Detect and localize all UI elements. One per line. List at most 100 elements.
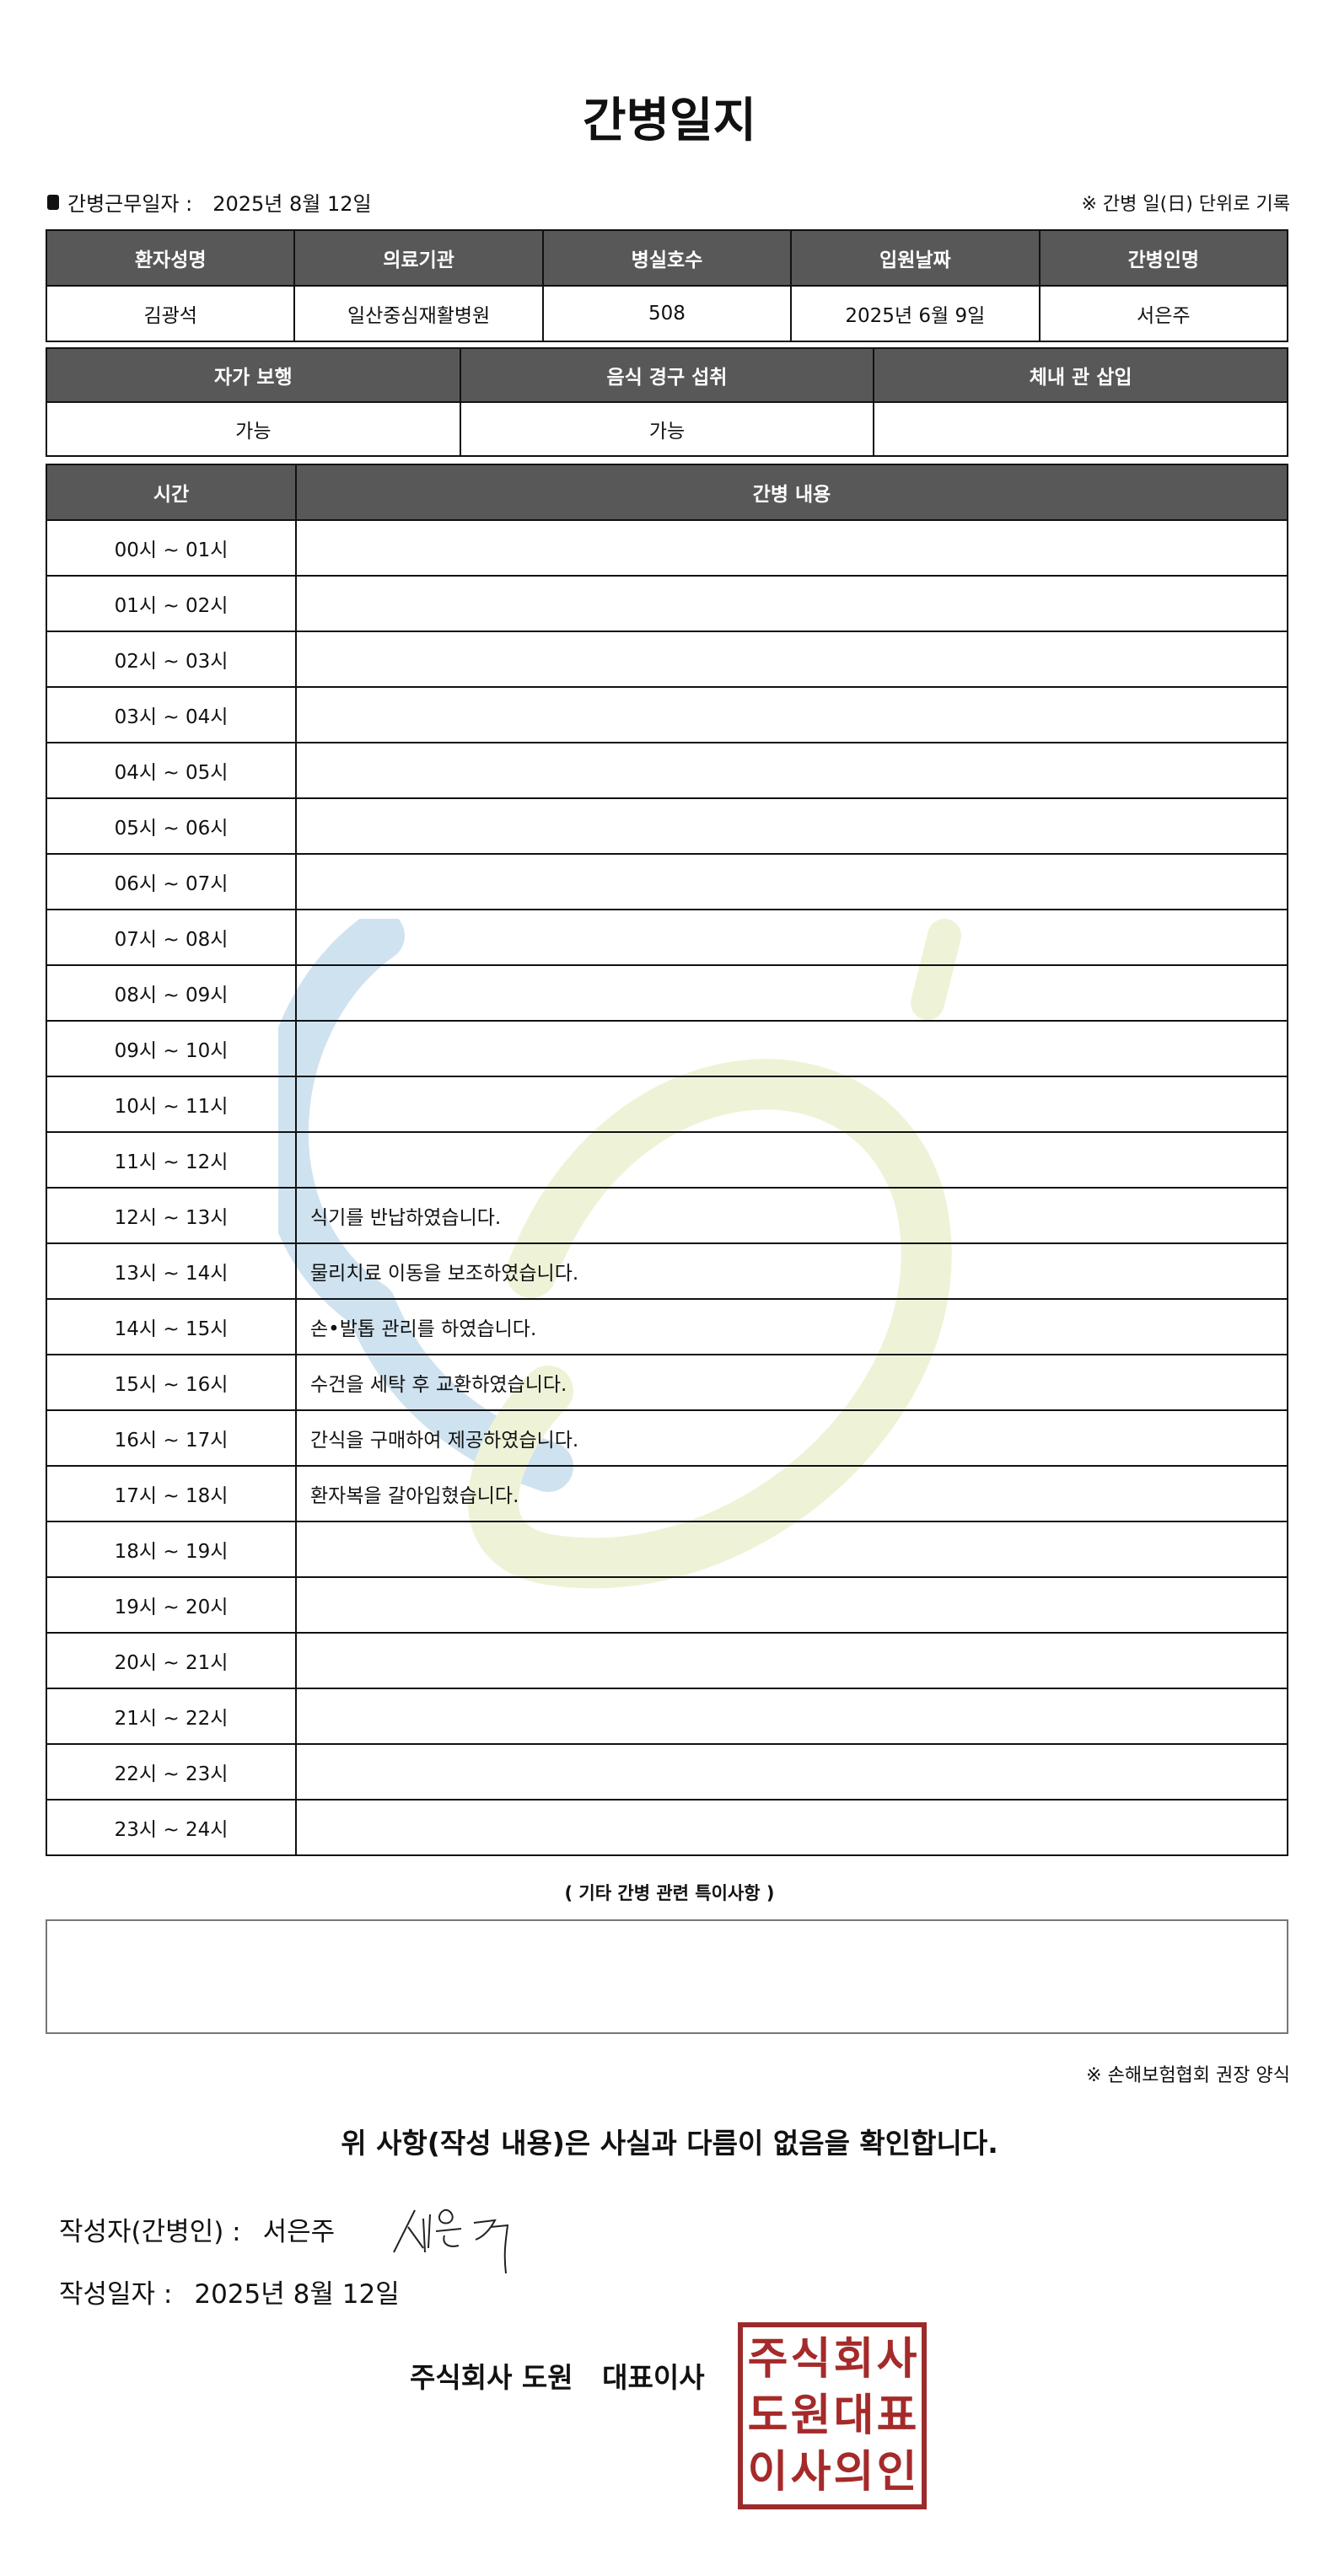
time-slot: 21시 ~ 22시 bbox=[46, 1688, 297, 1745]
time-slot: 19시 ~ 20시 bbox=[46, 1576, 297, 1634]
header-cell: 환자성명 bbox=[45, 229, 296, 287]
time-slot: 01시 ~ 02시 bbox=[46, 575, 297, 632]
seal-glyph: 사 bbox=[876, 2333, 917, 2385]
care-content bbox=[295, 519, 1288, 577]
care-content: 물리치료 이동을 보조하였습니다. bbox=[295, 1242, 1288, 1300]
care-content bbox=[295, 1020, 1288, 1077]
patient-info-table: 환자성명 의료기관 병실호수 입원날짜 간병인명 김광석 일산중심재활병원 508 2025년… bbox=[45, 229, 1289, 342]
notes-box bbox=[46, 1919, 1288, 2034]
care-content bbox=[295, 964, 1288, 1022]
time-slot: 08시 ~ 09시 bbox=[46, 964, 297, 1022]
table-row: 14시 ~ 15시 손•발톱 관리를 하였습니다. bbox=[46, 1298, 1288, 1355]
table-row: 06시 ~ 07시 bbox=[46, 853, 1288, 910]
seal-glyph: 원 bbox=[790, 2390, 831, 2441]
time-slot: 10시 ~ 11시 bbox=[46, 1076, 297, 1133]
seal-glyph: 대 bbox=[833, 2390, 874, 2441]
header-cell: 간병인명 bbox=[1038, 229, 1289, 287]
care-content bbox=[295, 686, 1288, 743]
care-content bbox=[295, 1131, 1288, 1189]
table-row: 03시 ~ 04시 bbox=[46, 686, 1288, 743]
writer-label: 작성자(간병인) : bbox=[59, 2217, 241, 2247]
time-slot: 00시 ~ 01시 bbox=[46, 519, 297, 577]
patient-status-table: 자가 보행 음식 경구 섭취 체내 관 삽입 가능 가능 bbox=[46, 347, 1288, 457]
time-slot: 18시 ~ 19시 bbox=[46, 1521, 297, 1578]
time-slot: 02시 ~ 03시 bbox=[46, 631, 297, 688]
header-cell: 자가 보행 bbox=[46, 347, 461, 403]
association-note: ※ 손해보험협회 권장 양식 bbox=[1086, 2065, 1290, 2086]
time-slot: 06시 ~ 07시 bbox=[46, 853, 297, 910]
time-slot: 15시 ~ 16시 bbox=[46, 1354, 297, 1411]
time-slot: 04시 ~ 05시 bbox=[46, 742, 297, 799]
time-slot: 13시 ~ 14시 bbox=[46, 1242, 297, 1300]
seal-glyph: 식 bbox=[790, 2333, 831, 2385]
care-content bbox=[295, 853, 1288, 910]
table-row: 08시 ~ 09시 bbox=[46, 964, 1288, 1022]
header-cell: 음식 경구 섭취 bbox=[459, 347, 875, 403]
time-slot: 11시 ~ 12시 bbox=[46, 1131, 297, 1189]
table-row: 15시 ~ 16시 수건을 세탁 후 교환하였습니다. bbox=[46, 1354, 1288, 1411]
seal-glyph: 도 bbox=[747, 2390, 788, 2441]
date-label: 작성일자 : bbox=[59, 2279, 173, 2310]
unit-note: ※ 간병 일(日) 단위로 기록 bbox=[1081, 194, 1291, 215]
time-slot: 23시 ~ 24시 bbox=[46, 1799, 297, 1856]
header-cell: 입원날짜 bbox=[790, 229, 1041, 287]
table-row: 19시 ~ 20시 bbox=[46, 1576, 1288, 1634]
seal-glyph: 의 bbox=[833, 2447, 874, 2498]
patient-name: 김광석 bbox=[45, 285, 296, 342]
time-slot: 12시 ~ 13시 bbox=[46, 1187, 297, 1244]
header-time: 시간 bbox=[46, 464, 297, 521]
header-cell: 의료기관 bbox=[293, 229, 544, 287]
table-row: 23시 ~ 24시 bbox=[46, 1799, 1288, 1856]
care-content bbox=[295, 575, 1288, 632]
table-row: 12시 ~ 13시 식기를 반납하였습니다. bbox=[46, 1187, 1288, 1244]
care-content bbox=[295, 1688, 1288, 1745]
hospital: 일산중심재활병원 bbox=[293, 285, 544, 342]
table-row: 07시 ~ 08시 bbox=[46, 909, 1288, 966]
handwritten-signature bbox=[393, 2208, 509, 2274]
care-content bbox=[295, 631, 1288, 688]
table-row: 11시 ~ 12시 bbox=[46, 1131, 1288, 1189]
bullet-icon bbox=[47, 194, 59, 210]
table-row: 01시 ~ 02시 bbox=[46, 575, 1288, 632]
written-date: 2025년 8월 12일 bbox=[194, 2279, 400, 2310]
care-content bbox=[295, 909, 1288, 966]
care-content: 환자복을 갈아입혔습니다. bbox=[295, 1465, 1288, 1522]
tube-insertion bbox=[873, 401, 1288, 457]
seal-glyph: 표 bbox=[876, 2390, 917, 2441]
table-row: 16시 ~ 17시 간식을 구매하여 제공하였습니다. bbox=[46, 1409, 1288, 1467]
oral-intake: 가능 bbox=[459, 401, 875, 457]
company-representative: 주식회사 도원 대표이사 bbox=[410, 2361, 705, 2394]
seal-glyph: 회 bbox=[833, 2333, 874, 2385]
time-slot: 14시 ~ 15시 bbox=[46, 1298, 297, 1355]
confirmation-statement: 위 사항(작성 내용)은 사실과 다름이 없음을 확인합니다. bbox=[341, 2127, 998, 2160]
header-content: 간병 내용 bbox=[295, 464, 1288, 521]
care-content: 간식을 구매하여 제공하였습니다. bbox=[295, 1409, 1288, 1467]
written-date-line: 작성일자 : 2025년 8월 12일 bbox=[59, 2273, 400, 2310]
seal-glyph: 주 bbox=[747, 2333, 788, 2385]
care-content bbox=[295, 1521, 1288, 1578]
work-date-value: 2025년 8월 12일 bbox=[212, 192, 372, 216]
header-cell: 병실호수 bbox=[541, 229, 793, 287]
time-slot: 03시 ~ 04시 bbox=[46, 686, 297, 743]
table-row: 05시 ~ 06시 bbox=[46, 797, 1288, 855]
time-slot: 17시 ~ 18시 bbox=[46, 1465, 297, 1522]
care-log-table: 시간 간병 내용 00시 ~ 01시 01시 ~ 02시 02시 ~ 03시 03시 ~… bbox=[46, 464, 1288, 1856]
table-row: 22시 ~ 23시 bbox=[46, 1743, 1288, 1801]
care-content bbox=[295, 1743, 1288, 1801]
care-content: 손•발톱 관리를 하였습니다. bbox=[295, 1298, 1288, 1355]
care-content bbox=[295, 797, 1288, 855]
care-content bbox=[295, 1576, 1288, 1634]
table-row: 17시 ~ 18시 환자복을 갈아입혔습니다. bbox=[46, 1465, 1288, 1522]
time-slot: 20시 ~ 21시 bbox=[46, 1632, 297, 1689]
time-slot: 09시 ~ 10시 bbox=[46, 1020, 297, 1077]
seal-glyph: 사 bbox=[790, 2447, 831, 2498]
writer-name: 서은주 bbox=[262, 2217, 336, 2247]
time-slot: 05시 ~ 06시 bbox=[46, 797, 297, 855]
page-title: 간병일지 bbox=[582, 94, 757, 148]
seal-glyph: 인 bbox=[876, 2447, 917, 2498]
table-row: 21시 ~ 22시 bbox=[46, 1688, 1288, 1745]
care-content bbox=[295, 1799, 1288, 1856]
care-content: 수건을 세탁 후 교환하였습니다. bbox=[295, 1354, 1288, 1411]
care-content bbox=[295, 1076, 1288, 1133]
time-slot: 16시 ~ 17시 bbox=[46, 1409, 297, 1467]
